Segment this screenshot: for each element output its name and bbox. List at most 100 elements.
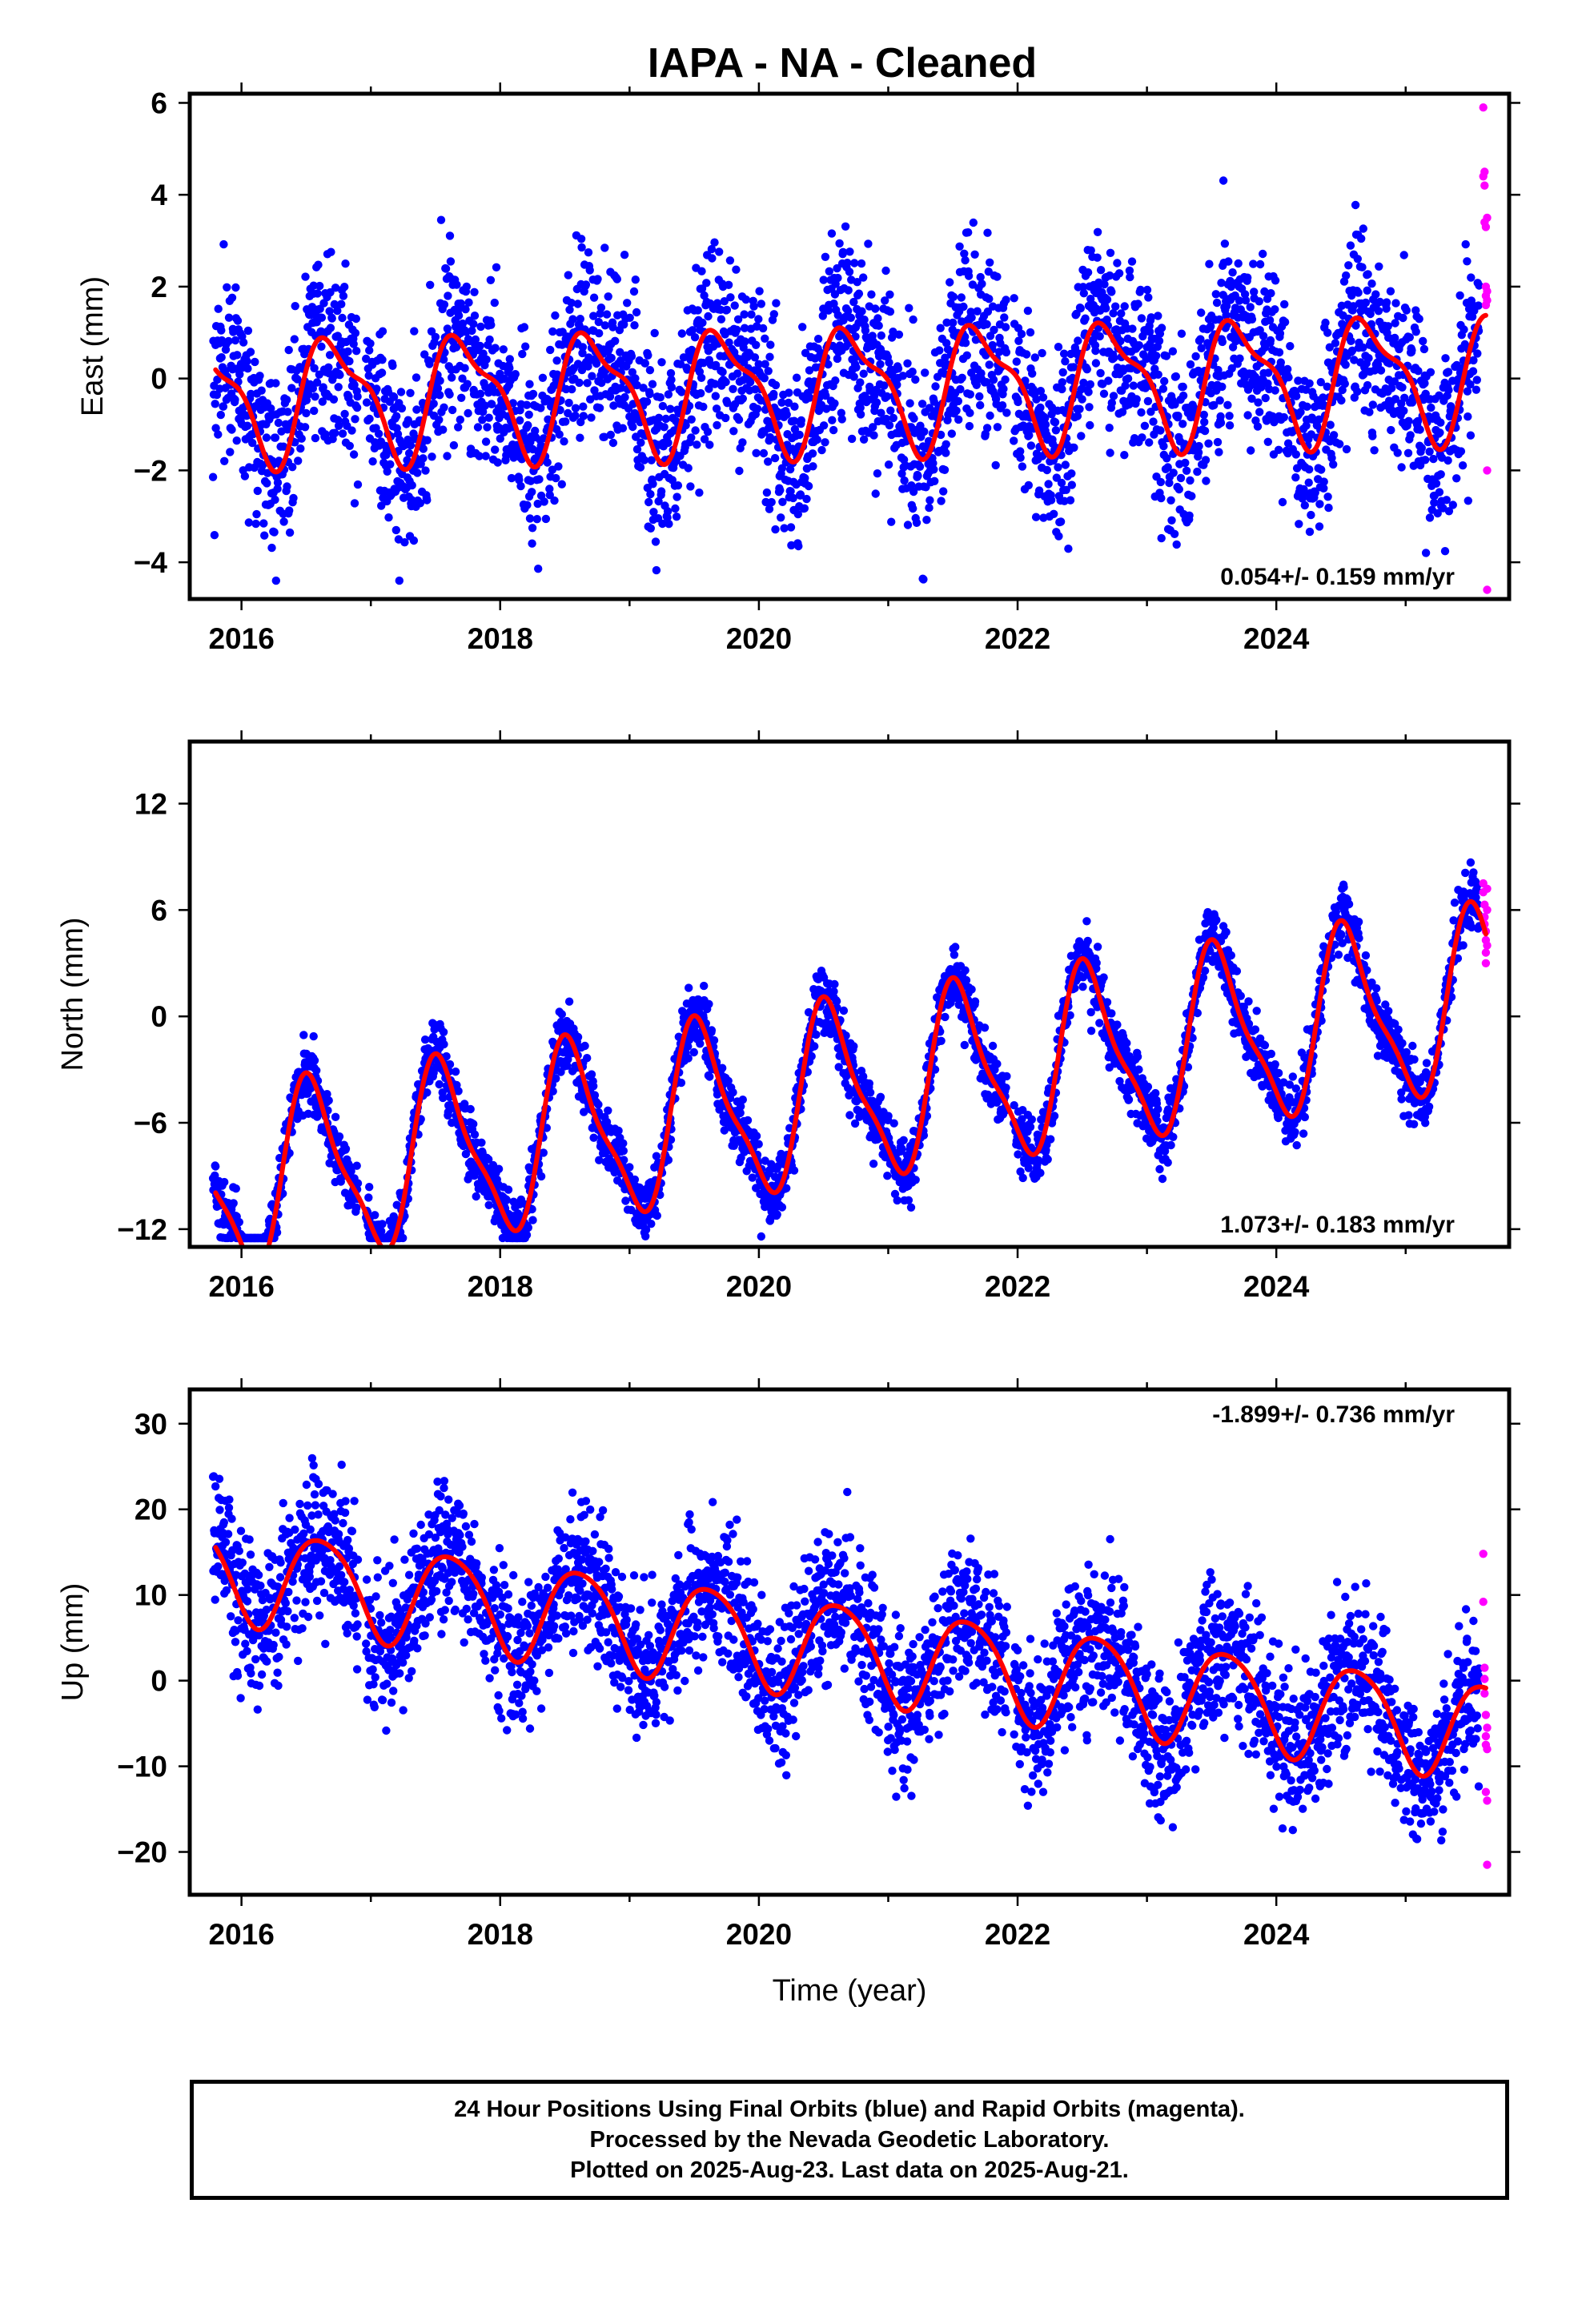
east-final-point: [300, 423, 310, 432]
east-final-point: [284, 345, 293, 355]
east-final-point: [436, 215, 446, 224]
east-final-point: [516, 416, 524, 425]
east-final-point: [1279, 412, 1289, 422]
east-final-point: [1420, 379, 1429, 388]
east-final-point: [1271, 276, 1280, 285]
east-final-point: [571, 411, 580, 420]
east-final-point: [1142, 285, 1152, 295]
north-final-point: [552, 1074, 560, 1084]
east-final-point: [976, 272, 985, 282]
east-final-point: [817, 445, 826, 455]
east-final-point: [1056, 517, 1066, 526]
east-final-point: [1386, 287, 1395, 296]
east-final-point: [476, 322, 485, 332]
east-final-point: [1106, 248, 1115, 257]
east-final-point: [552, 356, 561, 365]
east-final-point: [327, 247, 335, 256]
east-final-point: [771, 525, 780, 534]
east-final-point: [1267, 289, 1275, 298]
east-final-point: [1186, 476, 1195, 485]
east-y-tick-label: −4: [134, 546, 168, 579]
east-final-point: [942, 448, 950, 457]
east-final-point: [1403, 448, 1413, 457]
east-final-point: [710, 380, 720, 388]
east-final-point: [364, 371, 373, 380]
east-final-point: [790, 424, 800, 434]
east-final-point: [1415, 315, 1423, 324]
north-final-point: [341, 1144, 351, 1153]
north-final-point: [502, 1196, 511, 1204]
east-final-point: [1371, 290, 1380, 299]
east-final-point: [600, 432, 609, 441]
east-final-point: [1157, 493, 1166, 503]
east-final-point: [439, 355, 448, 364]
east-final-point: [1081, 314, 1090, 323]
east-final-point: [752, 448, 761, 457]
east-final-point: [770, 453, 780, 463]
east-final-point: [1441, 354, 1450, 363]
east-final-point: [1107, 398, 1117, 408]
east-final-point: [767, 497, 776, 507]
east-final-point: [1361, 298, 1371, 308]
east-final-point: [893, 380, 901, 389]
east-final-point: [972, 380, 982, 389]
east-final-point: [772, 299, 781, 308]
east-final-point: [564, 271, 572, 279]
east-final-point: [593, 275, 602, 283]
east-final-point: [1054, 463, 1062, 472]
east-final-point: [1082, 365, 1092, 374]
east-final-point: [729, 384, 737, 393]
east-final-point: [1200, 426, 1210, 436]
east-final-point: [290, 335, 299, 344]
east-final-point: [792, 373, 801, 382]
east-final-point: [1178, 382, 1187, 392]
north-final-point: [504, 1185, 513, 1194]
east-final-point: [1036, 387, 1046, 396]
north-final-point: [420, 1035, 430, 1044]
east-final-point: [1075, 404, 1084, 413]
north-final-point: [832, 997, 841, 1006]
east-final-point: [1086, 420, 1094, 430]
east-final-point: [535, 475, 544, 484]
east-final-point: [1143, 396, 1153, 406]
east-final-point: [1079, 378, 1088, 388]
east-final-point: [227, 293, 237, 302]
east-final-point: [333, 306, 342, 316]
east-final-point: [579, 412, 588, 420]
east-final-point: [1342, 444, 1351, 454]
east-final-point: [1249, 259, 1258, 268]
east-final-point: [1319, 484, 1328, 493]
north-final-point: [235, 1217, 243, 1227]
north-final-point: [729, 1141, 738, 1151]
east-final-point: [1064, 545, 1073, 553]
east-final-point: [683, 365, 692, 374]
north-final-point: [445, 1059, 455, 1069]
east-final-point: [1443, 368, 1453, 376]
east-final-point: [828, 416, 837, 424]
east-final-point: [243, 326, 253, 336]
east-final-point: [293, 375, 302, 384]
east-final-point: [420, 350, 429, 359]
east-final-point: [1278, 497, 1287, 507]
east-final-point: [560, 437, 568, 446]
east-final-point: [671, 504, 680, 513]
east-final-point: [454, 423, 463, 432]
east-final-point: [1255, 408, 1264, 416]
east-final-point: [481, 452, 490, 460]
east-final-point: [1109, 392, 1118, 400]
east-final-point: [378, 356, 387, 364]
east-final-point: [1341, 360, 1350, 369]
east-final-point: [257, 386, 266, 395]
north-final-point: [548, 1087, 557, 1096]
east-final-point: [713, 420, 721, 430]
east-final-point: [581, 280, 591, 289]
north-final-point: [724, 1076, 733, 1086]
east-final-point: [1463, 387, 1472, 396]
north-final-point: [709, 1035, 719, 1045]
east-final-point: [279, 442, 288, 451]
east-final-point: [1170, 529, 1179, 538]
east-final-point: [397, 404, 407, 413]
north-final-point: [522, 1230, 532, 1240]
north-final-point: [738, 1096, 747, 1104]
